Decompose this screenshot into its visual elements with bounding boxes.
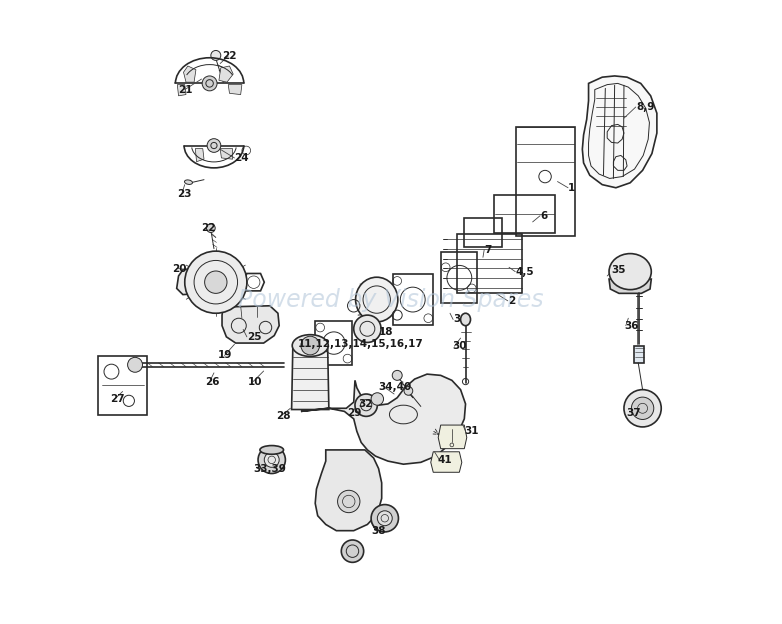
Polygon shape <box>609 279 651 293</box>
Circle shape <box>624 389 662 427</box>
Bar <box>393 274 433 325</box>
Polygon shape <box>219 66 233 82</box>
Text: 19: 19 <box>218 351 233 361</box>
Text: 33,39: 33,39 <box>253 464 286 474</box>
Circle shape <box>371 392 383 405</box>
Text: 36: 36 <box>624 321 638 331</box>
Text: 1: 1 <box>568 183 576 193</box>
Polygon shape <box>177 267 208 295</box>
Circle shape <box>205 271 227 293</box>
Text: 30: 30 <box>452 341 466 351</box>
Text: 20: 20 <box>172 263 187 273</box>
Text: 24: 24 <box>235 153 249 163</box>
Circle shape <box>185 251 247 313</box>
Text: 35: 35 <box>612 265 626 275</box>
Text: 38: 38 <box>371 525 386 535</box>
Circle shape <box>371 505 399 532</box>
Text: 27: 27 <box>110 394 125 404</box>
Bar <box>634 346 644 363</box>
Polygon shape <box>431 452 462 472</box>
Circle shape <box>258 446 285 474</box>
Circle shape <box>264 452 279 467</box>
Polygon shape <box>315 450 382 530</box>
Text: 21: 21 <box>178 85 193 95</box>
Ellipse shape <box>609 253 651 290</box>
Polygon shape <box>184 66 196 82</box>
Bar <box>515 127 575 236</box>
Circle shape <box>404 386 413 395</box>
Polygon shape <box>292 346 329 409</box>
Bar <box>441 252 477 303</box>
Circle shape <box>206 224 215 233</box>
Ellipse shape <box>356 277 398 322</box>
Circle shape <box>301 336 320 355</box>
Text: 26: 26 <box>205 376 219 387</box>
Bar <box>457 234 522 293</box>
Text: 3: 3 <box>453 314 461 324</box>
Text: 37: 37 <box>626 407 640 417</box>
Text: 7: 7 <box>484 245 492 255</box>
Polygon shape <box>221 149 232 159</box>
Circle shape <box>341 540 364 562</box>
Text: 6: 6 <box>540 211 547 221</box>
Polygon shape <box>228 85 242 95</box>
Text: 18: 18 <box>378 327 393 337</box>
Text: 34,40: 34,40 <box>378 381 412 391</box>
Circle shape <box>203 76 217 91</box>
Text: 25: 25 <box>247 332 261 342</box>
Ellipse shape <box>292 334 328 356</box>
Circle shape <box>338 490 360 513</box>
Bar <box>315 321 353 366</box>
Text: 22: 22 <box>222 51 236 61</box>
Circle shape <box>207 139 221 152</box>
Bar <box>465 218 501 247</box>
Text: 32: 32 <box>359 399 373 409</box>
Ellipse shape <box>185 180 192 185</box>
Ellipse shape <box>260 446 284 454</box>
Polygon shape <box>222 306 279 343</box>
Circle shape <box>353 315 381 343</box>
Circle shape <box>127 358 142 373</box>
Text: 22: 22 <box>202 223 216 233</box>
Text: 4,5: 4,5 <box>515 266 534 276</box>
Text: 8,9: 8,9 <box>637 102 655 112</box>
Polygon shape <box>196 149 204 162</box>
Text: 41: 41 <box>438 455 452 465</box>
Text: 29: 29 <box>347 407 362 417</box>
Text: 31: 31 <box>465 426 479 436</box>
Circle shape <box>211 51 221 61</box>
Text: 10: 10 <box>248 376 263 387</box>
Polygon shape <box>178 85 186 96</box>
Polygon shape <box>438 425 467 449</box>
Circle shape <box>393 371 402 381</box>
Polygon shape <box>301 374 465 464</box>
Text: Powered by Vision Spares: Powered by Vision Spares <box>239 288 543 311</box>
Ellipse shape <box>461 313 471 326</box>
Circle shape <box>631 397 654 419</box>
Text: 2: 2 <box>508 296 515 306</box>
Text: 28: 28 <box>276 411 291 421</box>
Text: 11,12,13,14,15,16,17: 11,12,13,14,15,16,17 <box>298 339 424 349</box>
Bar <box>494 195 555 233</box>
Circle shape <box>355 394 378 416</box>
Polygon shape <box>583 76 657 188</box>
Circle shape <box>378 511 393 525</box>
Bar <box>99 356 147 415</box>
Text: 23: 23 <box>177 189 191 199</box>
